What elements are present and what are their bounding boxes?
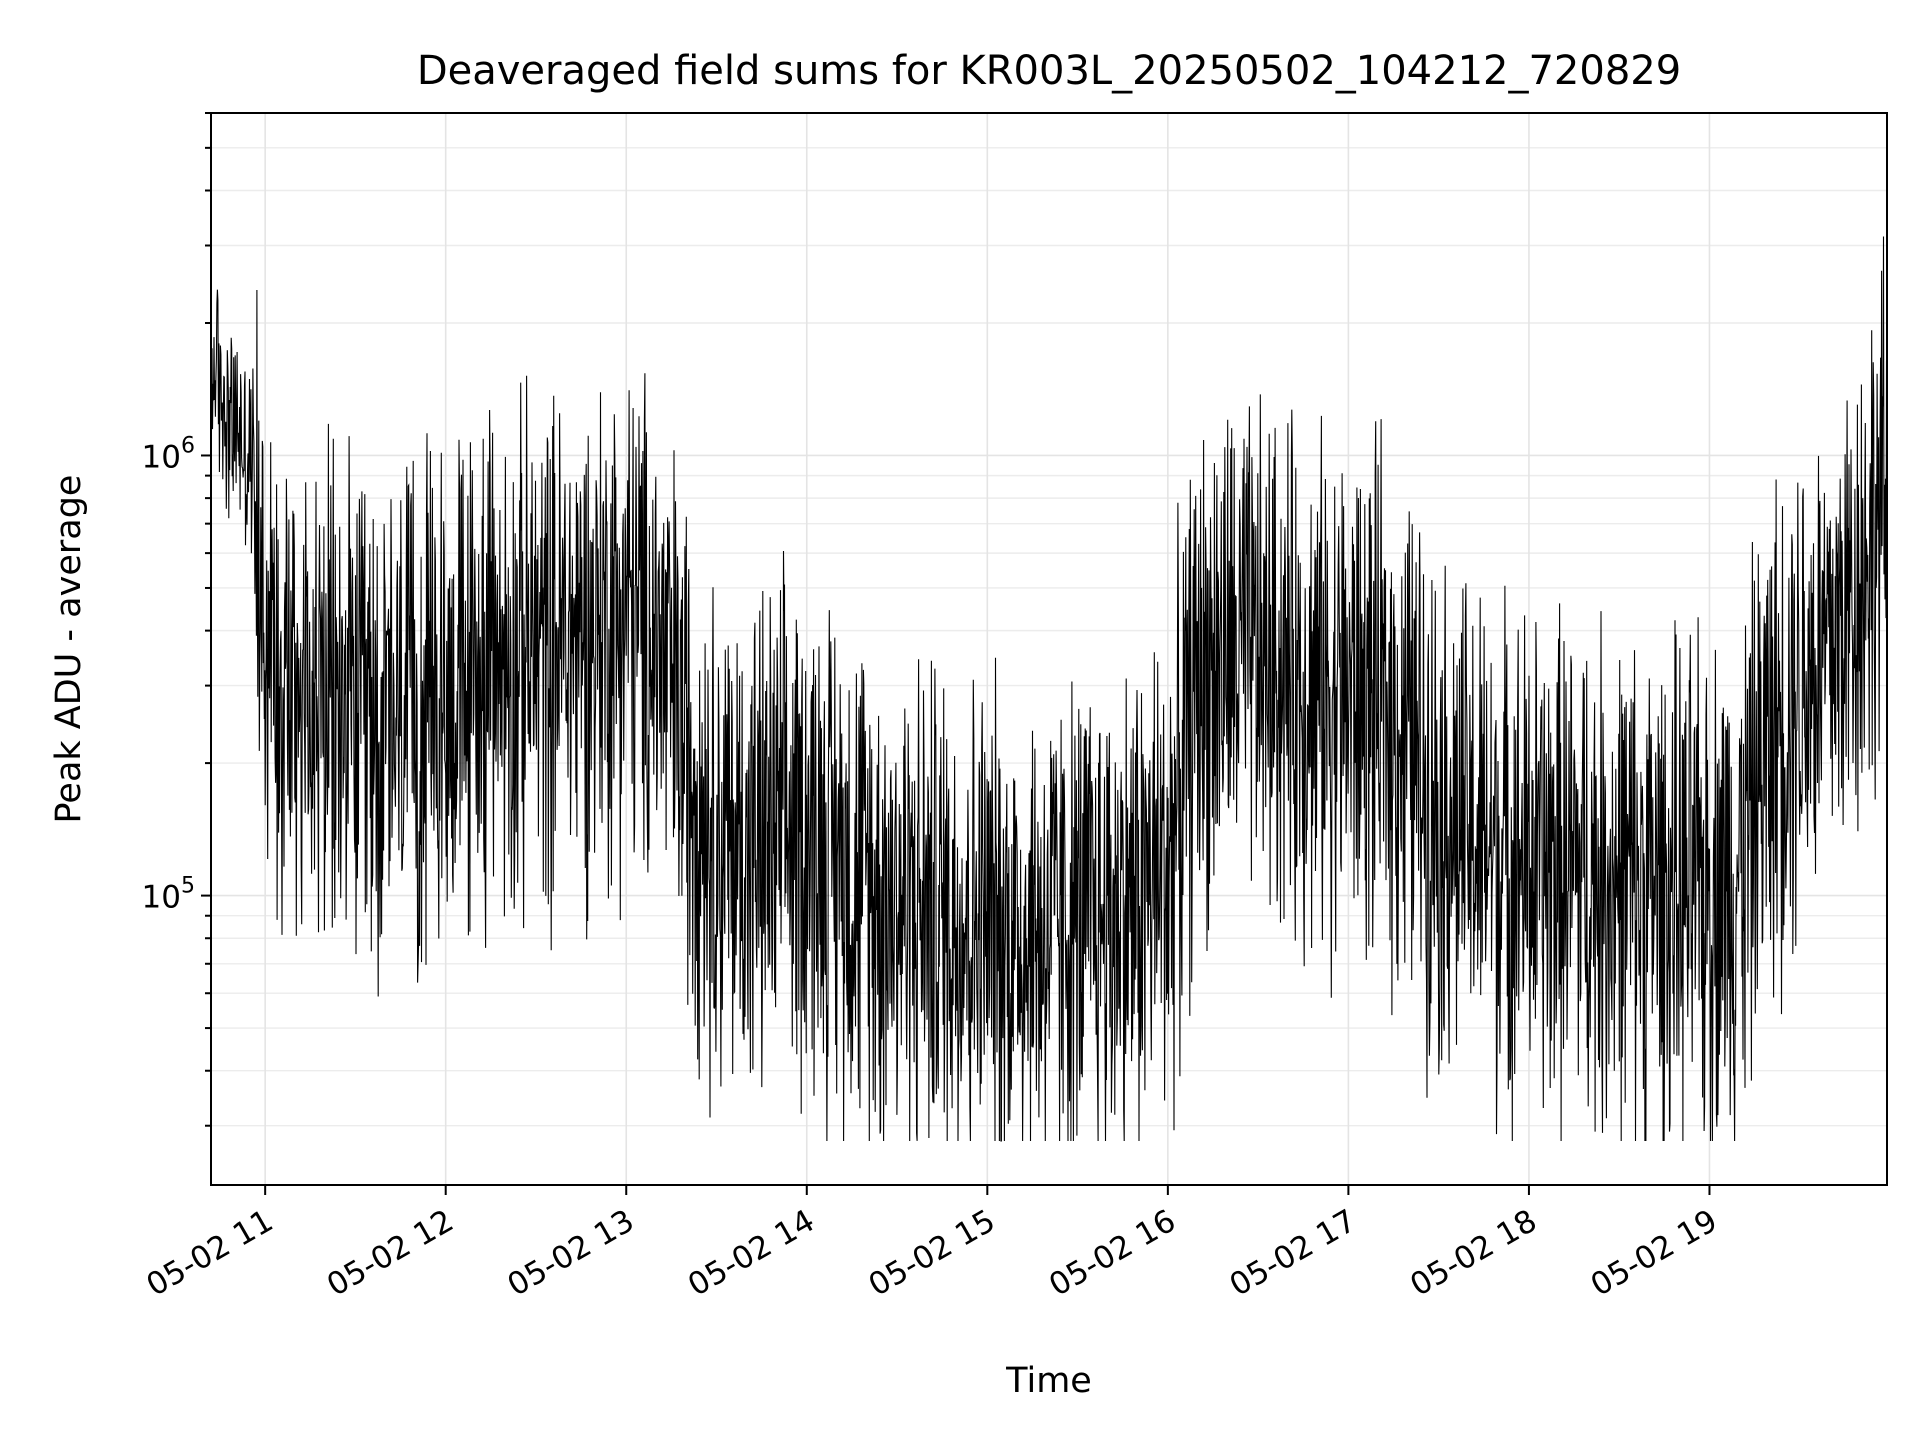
x-axis: 05-02 11 05-02 12 05-02 13 05-02 14 05-02 15… (140, 1185, 1723, 1304)
y-axis: 105 106 (142, 112, 211, 1127)
x-tick-label: 05-02 18 (1404, 1203, 1543, 1304)
x-tick-label: 05-02 12 (321, 1203, 460, 1304)
y-axis-label: Peak ADU - average (49, 475, 89, 824)
x-tick-label: 05-02 15 (863, 1203, 1002, 1304)
x-axis-label: Time (1005, 1361, 1092, 1401)
y-tick-label: 106 (142, 433, 195, 475)
plot-frame (210, 112, 1888, 1186)
x-tick-label: 05-02 11 (140, 1203, 279, 1304)
x-tick-label: 05-02 16 (1043, 1203, 1182, 1304)
series-line-group (210, 236, 1888, 1142)
x-tick-label: 05-02 13 (502, 1203, 641, 1304)
chart-title: Deaveraged field sums for KR003L_2025050… (417, 48, 1681, 94)
y-tick-label: 105 (142, 874, 195, 916)
x-tick-label: 05-02 17 (1224, 1203, 1363, 1304)
series-line (210, 236, 1888, 1142)
x-tick-label: 05-02 19 (1585, 1203, 1724, 1304)
x-tick-label: 05-02 14 (682, 1203, 821, 1304)
